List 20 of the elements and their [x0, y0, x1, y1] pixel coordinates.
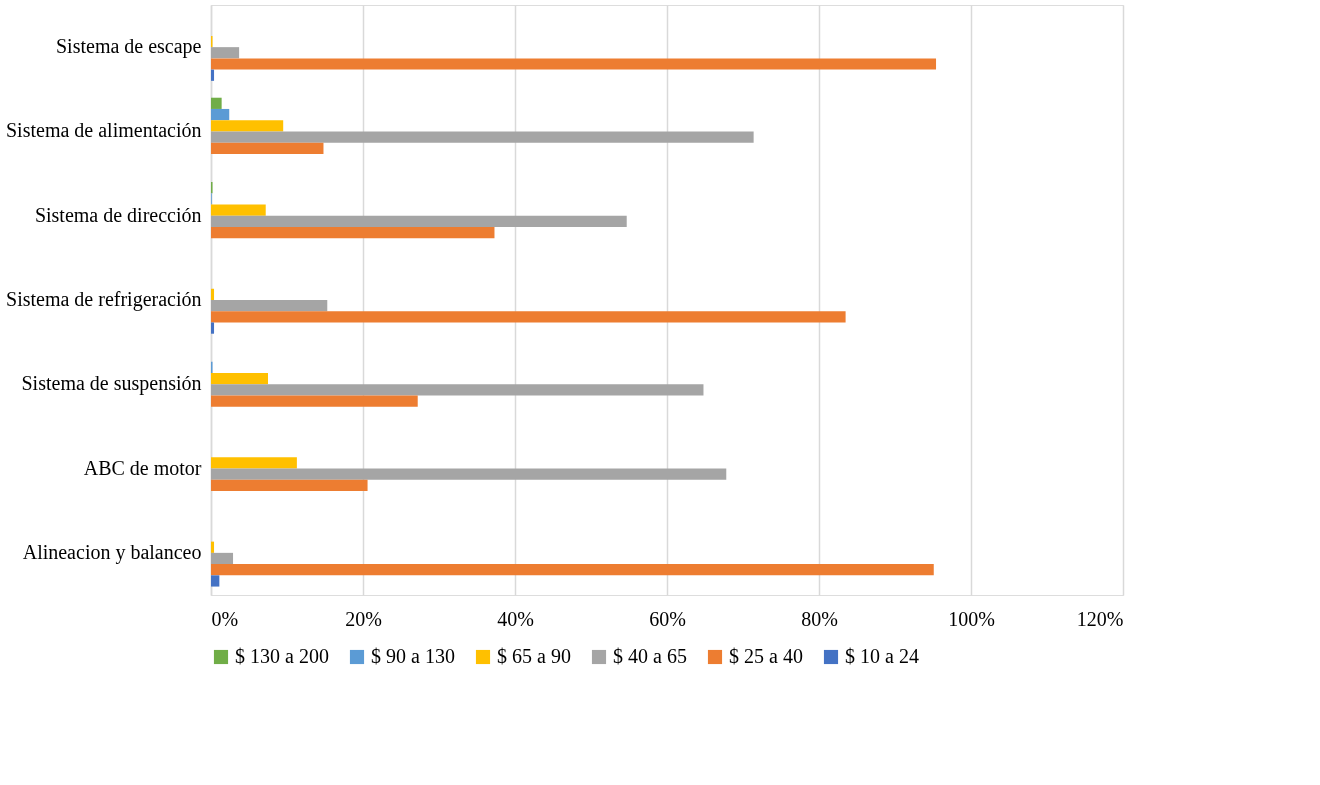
y-tick-label: Sistema de alimentación [6, 119, 202, 142]
legend-label: $ 65 a 90 [497, 645, 571, 667]
y-tick-label: ABC de motor [83, 456, 202, 479]
legend-label: $ 90 a 130 [371, 645, 455, 667]
x-tick-label: 120% [1076, 607, 1124, 630]
x-tick-label: 100% [948, 607, 995, 630]
y-tick-label: Sistema de dirección [34, 203, 202, 226]
legend-label: $ 25 a 40 [729, 645, 803, 667]
x-tick-label: 40% [497, 607, 534, 630]
y-tick-label: Sistema de suspensión [21, 372, 202, 396]
legend-label: $ 10 a 24 [845, 645, 919, 667]
y-tick-label: Sistema de refrigeración [6, 288, 202, 311]
legend-label: $ 40 a 65 [613, 645, 687, 667]
y-tick-label: Sistema de escape [56, 35, 202, 59]
x-tick-label: 60% [649, 607, 686, 630]
x-tick-label: 20% [345, 607, 382, 630]
x-tick-label: 80% [801, 607, 838, 630]
y-tick-label: Alineacion y balanceo [22, 540, 202, 564]
x-tick-label: 0% [211, 607, 239, 630]
legend-label: $ 130 a 200 [235, 645, 329, 667]
